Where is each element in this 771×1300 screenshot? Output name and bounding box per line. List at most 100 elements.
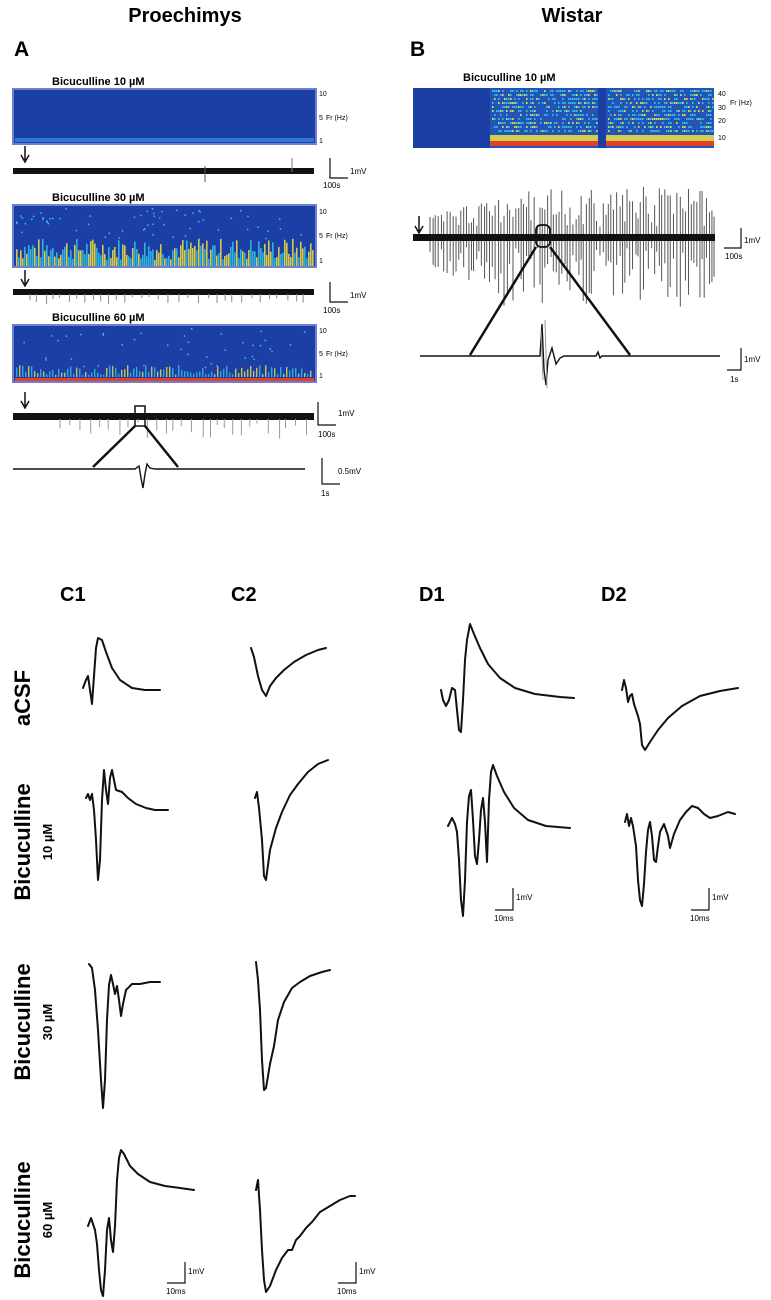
spectrogram-2-burst xyxy=(296,247,298,266)
spectrogram-b-speckle xyxy=(668,122,670,124)
spectrogram-b-speckle xyxy=(592,98,594,100)
spectrogram-b-speckle xyxy=(652,130,654,132)
trace-30uM-spikes xyxy=(29,294,304,304)
spectrogram-b-speckle xyxy=(514,98,516,100)
spectrogram-2-burst xyxy=(230,246,232,266)
spectrogram-b-speckle xyxy=(686,122,688,124)
spectrogram-b-speckle xyxy=(684,106,686,108)
spectrogram-2-burst xyxy=(238,258,240,266)
spectrogram-b-speckle xyxy=(688,126,690,128)
spectrogram-b-speckle xyxy=(494,90,496,92)
spectrogram-b-speckle xyxy=(638,94,640,96)
spectrogram-b-speckle xyxy=(640,102,642,104)
spectrogram-3-speckle xyxy=(242,342,244,344)
spectrogram-3-burst xyxy=(139,371,141,377)
spectrogram-b-speckle xyxy=(580,102,582,104)
spectrogram-b-speckle xyxy=(520,122,522,124)
spectrogram-b-speckle xyxy=(576,126,578,128)
spectrogram-b-speckle xyxy=(510,122,512,124)
spectrogram-2-speckle xyxy=(202,219,205,221)
spectrogram-b-speckle xyxy=(572,102,574,104)
spectrogram-b xyxy=(413,88,714,148)
spectrogram-b-speckle xyxy=(628,114,630,116)
spectrogram-3-burst xyxy=(280,367,282,377)
spectrogram-b-speckle xyxy=(502,94,504,96)
spectrogram-2-burst xyxy=(76,238,78,266)
spectrogram-2-burst xyxy=(298,257,300,266)
spectrogram-3-burst xyxy=(175,374,177,377)
spectrogram-b-speckle xyxy=(638,114,640,116)
spectrogram-b-speckle xyxy=(530,90,532,92)
spectrogram-3-speckle xyxy=(224,349,227,351)
spectrogram-3-burst xyxy=(127,365,129,377)
spectrogram-2-burst xyxy=(64,246,66,266)
spectrogram-b-speckle xyxy=(534,90,536,92)
spectrogram-3-burst xyxy=(151,366,153,377)
spectrogram-b-speckle xyxy=(516,126,518,128)
spectrogram-2-speckle xyxy=(20,231,23,234)
spectrogram-b-speckle xyxy=(538,114,540,116)
spectrogram-b-speckle xyxy=(666,130,668,132)
spectrogram-b-speckle xyxy=(524,94,526,96)
spectrogram-b-speckle xyxy=(498,110,500,112)
spectrogram-b-speckle xyxy=(562,98,564,100)
trace-c2-bic60 xyxy=(255,1179,356,1293)
spectrogram-b-speckle xyxy=(522,90,524,92)
spectrogram-b-speckle xyxy=(694,98,696,100)
spectrogram-b-speckle xyxy=(638,90,640,92)
zoom-box-b xyxy=(535,224,551,248)
spectrogram-b-speckle xyxy=(530,114,532,116)
spectrogram-1-title: Bicuculline 10 µM xyxy=(52,76,145,88)
spectrogram-2-speckle xyxy=(16,222,18,225)
spectrogram-2-burst xyxy=(200,245,202,266)
spectrogram-b-speckle xyxy=(500,110,502,112)
spectrogram-b-speckle xyxy=(702,118,704,120)
spectrogram-b-speckle xyxy=(692,90,694,92)
spectrogram-2-burst xyxy=(256,257,258,266)
spectrogram-2-speckle xyxy=(153,215,156,218)
spectrogram-b-speckle xyxy=(508,98,510,100)
trace-c1-bic10 xyxy=(85,769,169,881)
spectrogram-2-speckle xyxy=(40,212,42,214)
spectrogram-2-burst xyxy=(220,238,222,266)
spectrogram-3-burst xyxy=(253,371,255,377)
spectrogram-b-speckle xyxy=(580,114,582,116)
spectrogram-b-speckle xyxy=(512,110,514,112)
spectrogram-b-speckle xyxy=(708,90,710,92)
trace-c2-bic10 xyxy=(254,759,329,881)
spectrogram-3-burst xyxy=(61,372,63,377)
spectrogram-b-speckle xyxy=(686,118,688,120)
spectrogram-b-speckle xyxy=(632,122,634,124)
spectrogram-2-burst xyxy=(302,248,304,266)
zoom-line-left-b xyxy=(468,246,538,356)
spectrogram-b-speckle xyxy=(654,122,656,124)
spectrogram-b-speckle xyxy=(702,102,704,104)
spectrogram-2-speckle xyxy=(49,217,51,220)
spectrogram-b-speckle xyxy=(558,90,560,92)
spectrogram-b-speckle xyxy=(596,106,598,108)
spectrogram-b-speckle xyxy=(632,106,634,108)
spectrogram-3-burst xyxy=(94,368,96,377)
spectrogram-3-speckle xyxy=(190,328,193,330)
spectrogram-2-speckle xyxy=(151,208,154,210)
spectrogram-2-speckle xyxy=(152,223,154,225)
spectrogram-b-speckle xyxy=(580,94,582,96)
spectrogram-b-speckle xyxy=(680,90,682,92)
spectrogram-b-speckle xyxy=(562,90,564,92)
spectrogram-b-speckle xyxy=(564,126,566,128)
spectrogram-b-speckle xyxy=(646,98,648,100)
trace-60uM-spikes xyxy=(59,419,307,439)
spectrogram-b-speckle xyxy=(644,126,646,128)
spectrogram-3-tick-5: 5 xyxy=(319,351,323,358)
spectrogram-3-speckle xyxy=(70,358,73,360)
scalebar-evoked-c2 xyxy=(338,1262,357,1284)
spectrogram-b-speckle xyxy=(708,130,710,132)
spectrogram-b-speckle xyxy=(564,118,566,120)
spectrogram-2-burst xyxy=(92,239,94,266)
spectrogram-b-speckle xyxy=(520,90,522,92)
spectrogram-b-speckle xyxy=(532,102,534,104)
spectrogram-b-speckle xyxy=(708,126,710,128)
spectrogram-2-burst xyxy=(198,238,200,266)
spectrogram-b-speckle xyxy=(700,122,702,124)
trace-d2-acsf xyxy=(621,679,739,751)
